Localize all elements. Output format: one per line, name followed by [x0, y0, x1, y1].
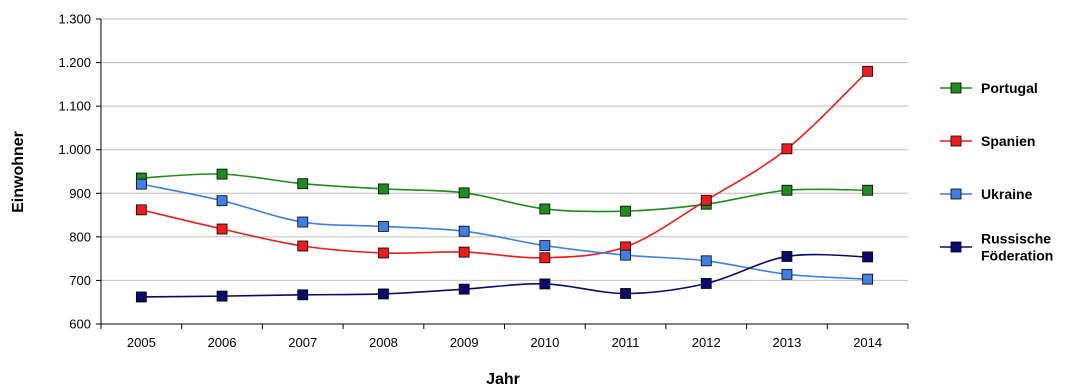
legend-item: Spanien: [940, 133, 1035, 149]
legend: Portugal Spanien Ukraine Russische Föderatio…: [940, 80, 1053, 264]
series-line: [141, 253, 868, 298]
legend-marker: [950, 241, 962, 253]
legend-marker: [950, 135, 962, 147]
data-point: [700, 255, 712, 267]
gridlines: [101, 18, 908, 281]
data-point: [135, 178, 147, 190]
data-point: [539, 240, 551, 251]
legend-item: Portugal: [940, 80, 1038, 96]
data-point: [862, 184, 874, 196]
x-tick-label: 2007: [288, 335, 317, 350]
data-point: [216, 168, 228, 180]
data-point: [216, 290, 228, 302]
data-point: [781, 143, 793, 155]
data-point: [216, 223, 228, 235]
x-tick-label: 2005: [127, 335, 156, 350]
data-point: [539, 252, 551, 264]
data-point: [378, 220, 389, 232]
data-point: [781, 268, 793, 280]
x-tick-label: 2014: [853, 335, 882, 350]
legend-label: Spanien: [981, 133, 1035, 149]
y-tick-label: 1.200: [58, 55, 91, 70]
data-point: [862, 251, 874, 263]
legend-marker: [950, 82, 962, 94]
data-point: [700, 194, 712, 206]
x-tick-label: 2006: [208, 335, 237, 350]
series-line: [141, 70, 869, 259]
data-point: [135, 291, 147, 303]
data-point: [781, 251, 793, 262]
y-tick-label: 1.000: [58, 142, 91, 157]
data-point: [620, 205, 631, 217]
data-point: [862, 273, 874, 285]
legend-label: Ukraine: [981, 186, 1033, 202]
y-tick-label: 900: [69, 186, 91, 201]
data-point: [458, 225, 470, 237]
legend-marker: [950, 188, 962, 200]
y-tick-label: 1.300: [58, 12, 91, 27]
data-point: [297, 240, 309, 252]
x-tick-label: 2013: [772, 335, 801, 350]
data-point: [378, 183, 389, 195]
series-spanien: [135, 65, 874, 264]
legend-item: Ukraine: [940, 186, 1033, 202]
data-point: [135, 204, 147, 216]
series-line: [141, 183, 868, 280]
data-point: [378, 288, 389, 300]
data-point: [378, 247, 389, 259]
legend-item: Russische Föderation: [940, 231, 1053, 264]
x-tick-label: 2010: [530, 335, 559, 350]
data-point: [620, 288, 631, 299]
x-tick-label: 2012: [692, 335, 721, 350]
data-point: [700, 278, 712, 289]
x-axis-tick-labels: 2005 2006 2007 2008 2009 2010 2011 2012 2013 2014: [127, 335, 882, 350]
x-axis-title: Jahr: [486, 371, 520, 388]
series-line: [141, 173, 868, 213]
axes: [96, 18, 909, 329]
data-point: [539, 203, 551, 215]
data-point: [781, 184, 793, 196]
y-tick-label: 800: [69, 229, 91, 244]
legend-label: Russische Föderation: [981, 231, 1053, 264]
y-tick-label: 700: [69, 273, 91, 288]
data-point: [297, 289, 309, 301]
data-point: [458, 187, 470, 199]
x-tick-label: 2011: [612, 335, 640, 350]
series-portugal: [135, 168, 874, 217]
y-axis-tick-labels: 600 700 800 900 1.000 1.100 1.200 1.300: [58, 12, 91, 332]
data-point: [539, 278, 551, 290]
data-series: [135, 65, 874, 303]
y-tick-label: 600: [69, 317, 91, 332]
series-russische-föderation: [135, 251, 874, 303]
data-point: [297, 216, 309, 228]
legend-label: Portugal: [981, 80, 1038, 96]
y-tick-label: 1.100: [58, 99, 91, 114]
data-point: [458, 246, 470, 258]
x-tick-label: 2009: [450, 335, 479, 350]
data-point: [620, 249, 631, 261]
data-point: [216, 195, 228, 207]
data-point: [458, 283, 470, 295]
y-axis-title: Einwohner: [10, 131, 27, 213]
data-point: [862, 65, 874, 77]
x-tick-label: 2008: [369, 335, 398, 350]
data-point: [297, 178, 309, 190]
series-ukraine: [135, 178, 874, 285]
